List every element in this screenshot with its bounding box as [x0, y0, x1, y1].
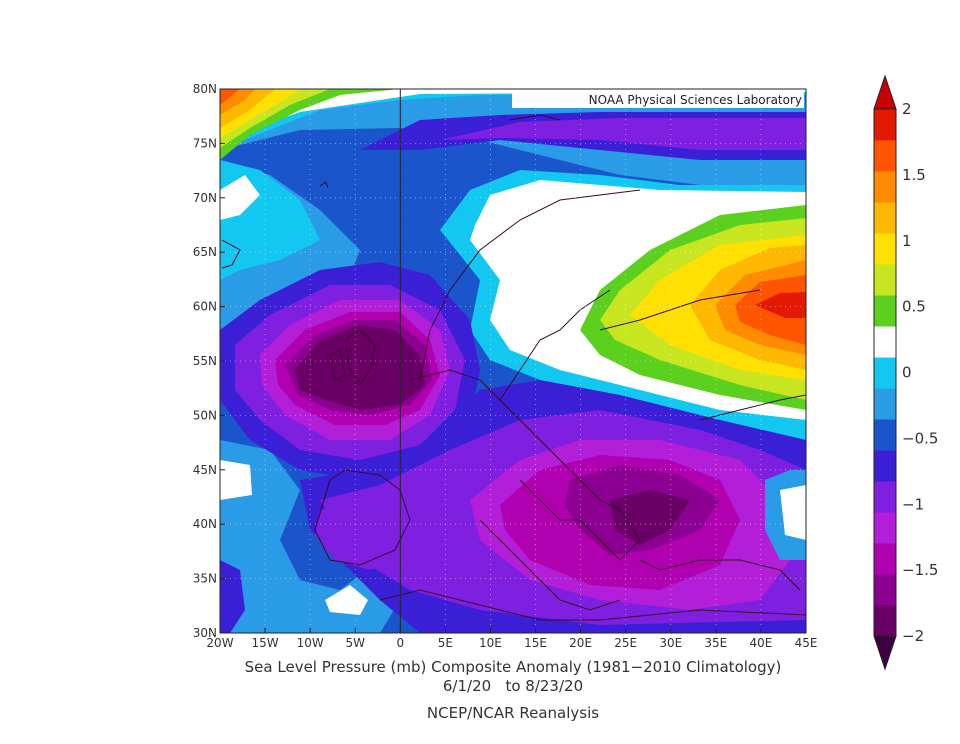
colorbar-swatch: [874, 109, 896, 141]
colorbar-label: −2: [902, 627, 924, 645]
colorbar-swatch: [874, 171, 896, 203]
colorbar-label: −1.5: [902, 561, 938, 579]
lat-tick-label: 45N: [193, 463, 217, 477]
lat-tick-label: 75N: [193, 136, 217, 150]
map-title: Sea Level Pressure (mb) Composite Anomal…: [244, 658, 782, 676]
contour-area: [325, 585, 368, 615]
colorbar-high-arrow: [873, 74, 897, 110]
lon-tick-label: 10E: [479, 636, 502, 650]
lon-tick-label: 15W: [252, 636, 279, 650]
colorbar-swatch: [874, 419, 896, 451]
colorbar: 2 1.5 1 0.5 0 −0.5 −1 −1.5 −2: [873, 74, 938, 671]
contour-area: [220, 560, 245, 633]
date-range: 6/1/20 to 8/23/20: [442, 677, 584, 695]
lon-tick-label: 35E: [704, 636, 727, 650]
lat-tick-label: 55N: [193, 354, 217, 368]
data-source: NCEP/NCAR Reanalysis: [426, 704, 600, 722]
colorbar-swatch: [874, 543, 896, 575]
lat-tick-label: 50N: [193, 408, 217, 422]
colorbar-swatch: [874, 574, 896, 606]
credit-box: [512, 90, 804, 108]
colorbar-swatch: [874, 202, 896, 234]
lon-tick-label: 40E: [749, 636, 772, 650]
contour-area: [780, 485, 806, 540]
coastlines: [221, 114, 806, 621]
lon-tick-label: 20E: [569, 636, 592, 650]
lon-tick-label: 10W: [297, 636, 324, 650]
colorbar-swatch: [874, 388, 896, 420]
lon-tick-label: 20W: [206, 636, 233, 650]
credit-label: NOAA Physical Sciences Laboratory: [589, 93, 802, 107]
contour-area: [220, 89, 240, 105]
colorbar-swatch: [874, 326, 896, 358]
colorbar-label: 0: [902, 364, 912, 382]
contour-area: [295, 325, 425, 410]
longitude-axis: 20W 15W 10W 5W 0 5E 10E 15E 20E 25E 30E 35E 40E 45E: [206, 628, 817, 650]
colorbar-label: 1.5: [902, 166, 926, 184]
colorbar-label: −1: [902, 495, 924, 513]
lat-tick-label: 30N: [193, 626, 217, 640]
colorbar-label: 2: [902, 100, 912, 118]
lon-tick-label: 30E: [659, 636, 682, 650]
lat-tick-label: 70N: [193, 191, 217, 205]
colorbar-label: 1: [902, 232, 912, 250]
lon-tick-label: 5W: [345, 636, 365, 650]
colorbar-swatch: [874, 450, 896, 482]
lon-tick-label: 5E: [438, 636, 453, 650]
contour-area: [315, 495, 420, 570]
contour-area: [220, 460, 252, 500]
contour-area: [440, 118, 806, 150]
colorbar-swatch: [874, 481, 896, 513]
colorbar-frame: [873, 108, 897, 637]
colorbar-label: −0.5: [902, 429, 938, 447]
colorbar-swatch: [874, 295, 896, 327]
colorbar-swatch: [874, 357, 896, 389]
colorbar-swatch: [874, 233, 896, 265]
lat-tick-label: 80N: [193, 82, 217, 96]
latitude-axis: 80N 75N 70N 65N 60N 55N 50N 45N 40N 35N 30N: [193, 82, 225, 640]
lat-tick-label: 65N: [193, 245, 217, 259]
contour-area: [610, 490, 690, 545]
lat-tick-label: 35N: [193, 572, 217, 586]
colorbar-swatch: [874, 140, 896, 172]
lat-tick-label: 40N: [193, 517, 217, 531]
colorbar-swatch: [874, 264, 896, 296]
pressure-anomaly-field: [220, 89, 806, 633]
colorbar-swatch: [874, 512, 896, 544]
colorbar-swatch: [874, 605, 896, 637]
lon-tick-label: 45E: [795, 636, 818, 650]
lat-tick-label: 60N: [193, 300, 217, 314]
lon-tick-label: 0: [396, 636, 404, 650]
contour-area: [220, 89, 806, 140]
lon-tick-label: 25E: [614, 636, 637, 650]
contour-area: [755, 292, 806, 318]
colorbar-label: 0.5: [902, 298, 926, 316]
lon-tick-label: 15E: [524, 636, 547, 650]
